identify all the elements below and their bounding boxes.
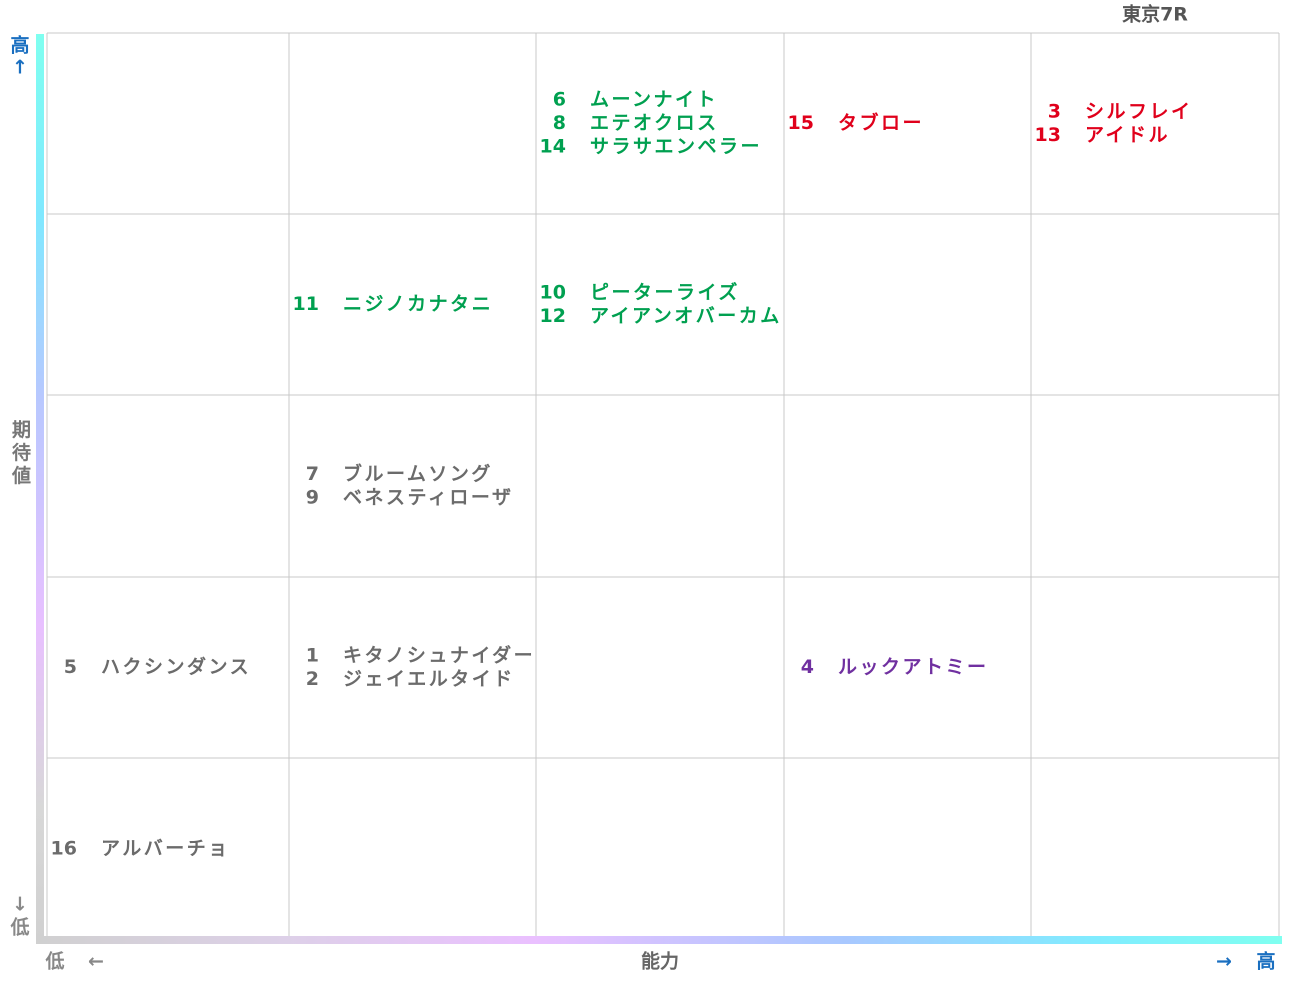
entry-name: アルバーチョ — [101, 838, 230, 860]
entry-name: アイドル — [1085, 124, 1170, 146]
entry-name: ニジノカナタニ — [343, 293, 493, 315]
entry-number: 6 — [553, 89, 566, 111]
grid — [46, 32, 1280, 941]
title: 東京7R — [1122, 3, 1188, 26]
entry-number: 3 — [1048, 100, 1061, 122]
entry-name: シルフレイ — [1085, 100, 1193, 122]
x-axis-bar — [36, 936, 1282, 944]
entry-number: 11 — [293, 293, 319, 315]
entry-name: ルックアトミー — [838, 656, 989, 678]
entry-name: ジェイエルタイド — [343, 668, 515, 690]
y-label: 期待値 — [9, 419, 32, 488]
y-high: 高 — [10, 34, 29, 57]
entry-name: ブルームソング — [343, 462, 493, 485]
entry-name: ベネスティローザ — [343, 486, 513, 508]
entry-number: 1 — [306, 644, 319, 666]
entry-name: アイアンオバーカム — [590, 305, 782, 327]
entry-name: エテオクロス — [590, 112, 719, 134]
y-low: 低 — [9, 916, 29, 939]
y-up-arrow: ↑ — [12, 57, 28, 79]
x-high: 高 — [1256, 950, 1275, 973]
x-left-arrow: ← — [88, 951, 104, 973]
entry-name: サラサエンペラー — [590, 136, 762, 158]
entry-number: 10 — [540, 281, 566, 303]
entry-number: 9 — [306, 486, 319, 508]
y-axis-bar — [36, 34, 44, 944]
x-label: 能力 — [641, 950, 679, 973]
entry-name: ムーンナイト — [590, 89, 718, 111]
entry-number: 14 — [540, 136, 566, 158]
entry-number: 12 — [540, 305, 566, 327]
x-right-arrow: → — [1216, 951, 1232, 973]
entry-name: キタノシュナイダー — [343, 643, 535, 666]
entry-number: 4 — [801, 656, 814, 678]
x-low: 低 — [44, 950, 64, 973]
entry-number: 5 — [64, 656, 77, 678]
entry-name: タブロー — [838, 111, 924, 134]
entry-number: 8 — [553, 112, 566, 134]
entry-number: 7 — [306, 463, 319, 485]
entry-number: 13 — [1035, 124, 1061, 146]
entry-name: ピーターライズ — [590, 280, 740, 303]
y-down-arrow: ↓ — [12, 894, 28, 916]
entry-number: 15 — [788, 112, 814, 134]
entry-name: ハクシンダンス — [101, 655, 251, 678]
entry-number: 16 — [51, 838, 77, 860]
entry-number: 2 — [306, 668, 319, 690]
